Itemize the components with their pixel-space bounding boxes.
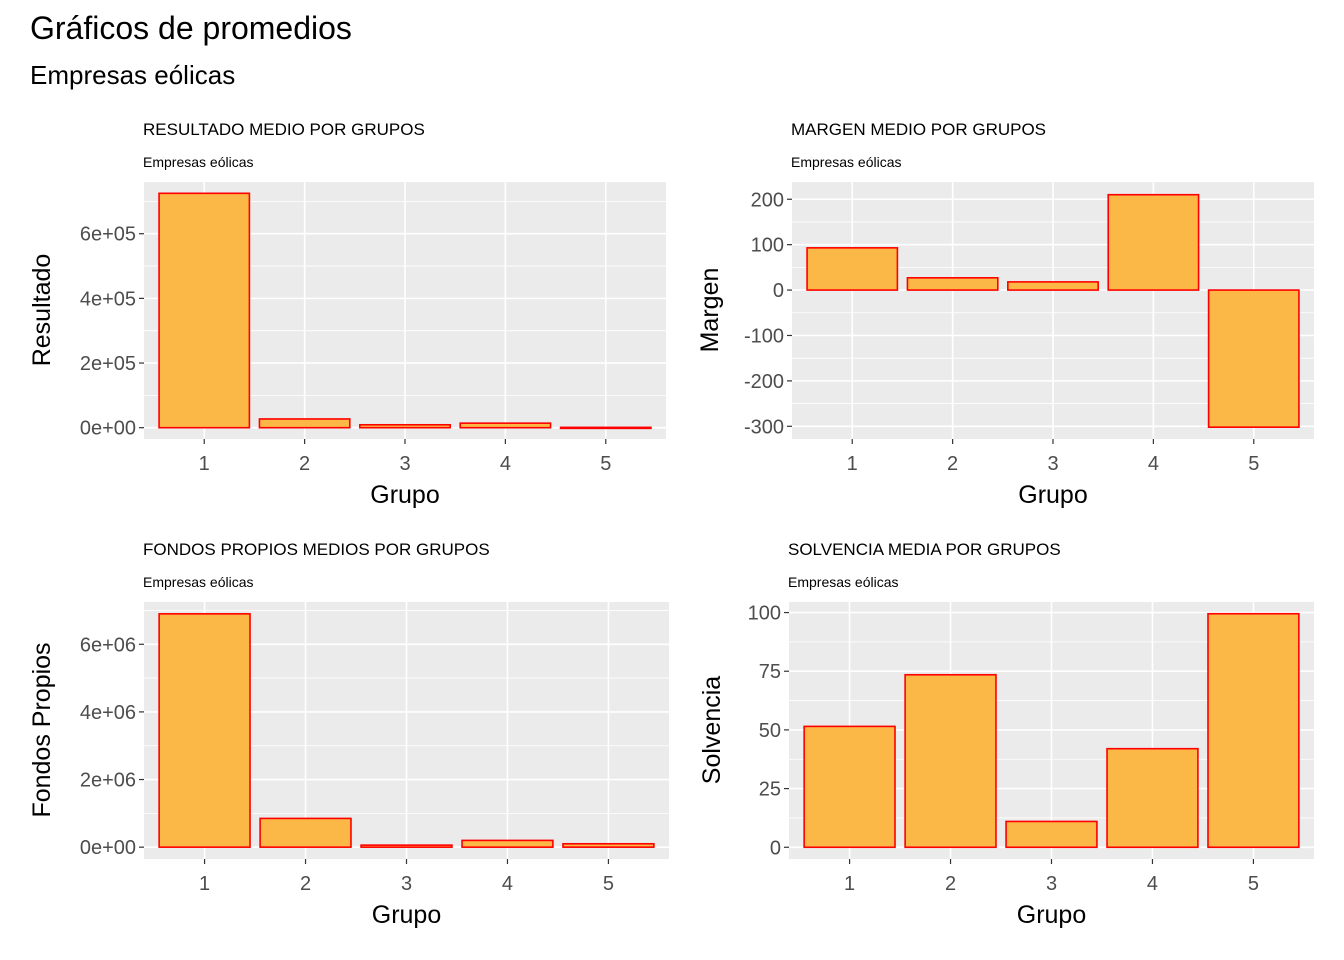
panel-subtitle: Empresas eólicas bbox=[143, 574, 254, 590]
bar-grupo-4 bbox=[1106, 747, 1199, 849]
bar-grupo-4 bbox=[459, 422, 552, 429]
y-tick-label: 50 bbox=[759, 720, 781, 742]
bar-grupo-3 bbox=[360, 844, 453, 848]
y-tick-label: 2e+05 bbox=[80, 353, 136, 375]
bar-grupo-4 bbox=[461, 839, 554, 848]
x-tick-label: 3 bbox=[1046, 873, 1057, 895]
chart-panel-1: 0e+00 2e+05 4e+05 6e+05 1 2 3 4 5 RESULTADO MEDIO… bbox=[28, 120, 666, 509]
bar-grupo-3 bbox=[1005, 820, 1098, 849]
y-axis-label: Solvencia bbox=[698, 676, 726, 784]
y-tick-label: 2e+06 bbox=[80, 770, 136, 792]
y-tick-label: 6e+05 bbox=[80, 224, 136, 246]
y-tick-label: 0 bbox=[773, 280, 784, 302]
x-tick-label: 5 bbox=[600, 453, 611, 475]
x-tick-label: 5 bbox=[1248, 453, 1259, 475]
x-tick-label: 3 bbox=[401, 873, 412, 895]
panel-title: MARGEN MEDIO POR GRUPOS bbox=[791, 120, 1046, 139]
y-tick-label: 0e+00 bbox=[80, 837, 136, 859]
bar-grupo-1 bbox=[806, 247, 899, 291]
bar-grupo-1 bbox=[158, 613, 251, 848]
x-tick-label: 1 bbox=[844, 873, 855, 895]
x-axis-label: Grupo bbox=[372, 901, 441, 929]
x-tick-label: 5 bbox=[603, 873, 614, 895]
panel-title: RESULTADO MEDIO POR GRUPOS bbox=[143, 120, 425, 139]
x-axis-label: Grupo bbox=[370, 481, 439, 509]
x-tick-label: 5 bbox=[1248, 873, 1259, 895]
bar-grupo-2 bbox=[258, 418, 351, 429]
panel-subtitle: Empresas eólicas bbox=[791, 154, 902, 170]
x-tick-label: 2 bbox=[300, 873, 311, 895]
y-tick-label: -200 bbox=[744, 371, 784, 393]
y-tick-label: 25 bbox=[759, 779, 781, 801]
x-tick-label: 2 bbox=[299, 453, 310, 475]
x-tick-label: 1 bbox=[847, 453, 858, 475]
x-tick-label: 4 bbox=[1147, 873, 1158, 895]
x-axis-label: Grupo bbox=[1017, 901, 1086, 929]
bar-grupo-2 bbox=[906, 277, 999, 291]
figure-title: Gráficos de promedios bbox=[30, 10, 352, 46]
y-tick-label: 4e+05 bbox=[80, 288, 136, 310]
x-tick-label: 1 bbox=[199, 873, 210, 895]
bar-grupo-5 bbox=[1207, 612, 1300, 849]
x-tick-label: 2 bbox=[945, 873, 956, 895]
chart-panel-2: -300 -200 -100 0 100 200 1 2 3 4 5 MARGEN MEDIO POR… bbox=[696, 120, 1314, 509]
figure-subtitle: Empresas eólicas bbox=[30, 60, 236, 90]
panel-subtitle: Empresas eólicas bbox=[788, 574, 899, 590]
y-axis-label: Resultado bbox=[28, 254, 56, 367]
x-tick-label: 4 bbox=[500, 453, 511, 475]
bar-grupo-5 bbox=[562, 842, 655, 848]
x-tick-label: 2 bbox=[947, 453, 958, 475]
panel-title: SOLVENCIA MEDIA POR GRUPOS bbox=[788, 540, 1061, 559]
y-tick-label: 100 bbox=[748, 603, 781, 625]
y-axis-label: Margen bbox=[696, 268, 724, 353]
y-axis-label: Fondos Propios bbox=[28, 642, 56, 817]
bar-grupo-2 bbox=[904, 673, 997, 849]
y-tick-label: 0e+00 bbox=[80, 418, 136, 440]
y-tick-label: 0 bbox=[770, 837, 781, 859]
bar-grupo-5 bbox=[559, 426, 652, 430]
x-axis-label: Grupo bbox=[1018, 481, 1087, 509]
y-tick-label: 4e+06 bbox=[80, 702, 136, 724]
bar-grupo-3 bbox=[1007, 281, 1099, 291]
bar-grupo-3 bbox=[359, 423, 451, 429]
bar-grupo-2 bbox=[259, 817, 352, 848]
bar-grupo-4 bbox=[1107, 193, 1200, 291]
chart-panel-3: 0e+00 2e+06 4e+06 6e+06 1 2 3 4 5 FONDOS PROPIOS … bbox=[28, 540, 669, 929]
chart-panel-4: 0 25 50 75 100 1 2 3 4 5 SOLVENCIA MEDIA POR GRUPO… bbox=[698, 540, 1314, 929]
bar-grupo-1 bbox=[803, 725, 896, 849]
x-tick-label: 1 bbox=[199, 453, 210, 475]
y-tick-label: -100 bbox=[744, 325, 784, 347]
bar-grupo-5 bbox=[1207, 289, 1300, 428]
x-tick-label: 4 bbox=[502, 873, 513, 895]
y-tick-label: 75 bbox=[759, 661, 781, 683]
y-tick-label: 100 bbox=[751, 235, 784, 257]
panel-subtitle: Empresas eólicas bbox=[143, 154, 254, 170]
x-tick-label: 3 bbox=[399, 453, 410, 475]
y-tick-label: 200 bbox=[751, 189, 784, 211]
y-tick-label: 6e+06 bbox=[80, 634, 136, 656]
x-tick-label: 4 bbox=[1148, 453, 1159, 475]
x-tick-label: 3 bbox=[1047, 453, 1058, 475]
panel-title: FONDOS PROPIOS MEDIOS POR GRUPOS bbox=[143, 540, 490, 559]
bar-grupo-1 bbox=[158, 192, 251, 429]
y-tick-label: -300 bbox=[744, 416, 784, 438]
